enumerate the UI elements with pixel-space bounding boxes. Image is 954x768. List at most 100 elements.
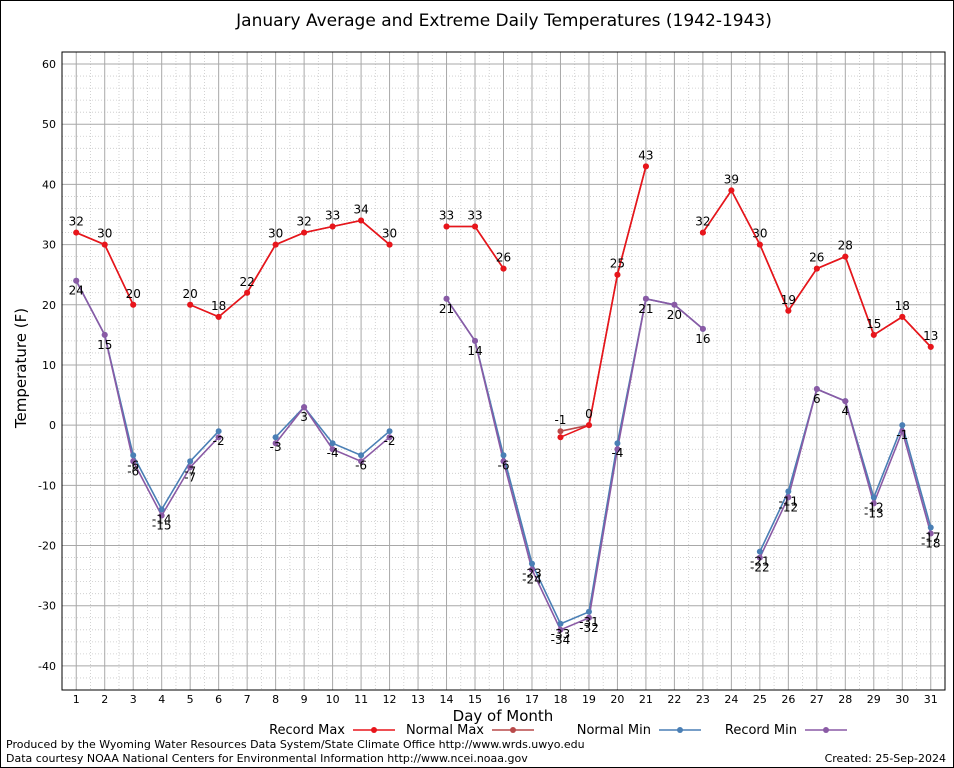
data-point — [557, 434, 564, 441]
min-data-label: -1 — [896, 428, 908, 442]
data-point — [813, 265, 820, 272]
data-point — [927, 530, 934, 537]
max-data-label: 30 — [382, 227, 397, 241]
data-point — [158, 512, 165, 519]
data-point — [187, 301, 194, 308]
data-point — [215, 434, 222, 441]
y-tick-label: 50 — [42, 118, 56, 131]
data-point — [272, 434, 279, 441]
data-point — [614, 271, 621, 278]
data-point — [500, 452, 507, 459]
data-point — [728, 187, 735, 194]
record-min-data-label: -22 — [750, 561, 770, 575]
data-point — [699, 229, 706, 236]
data-point — [756, 548, 763, 555]
data-point — [443, 295, 450, 302]
max-data-label: 33 — [439, 209, 454, 223]
series-line — [445, 297, 704, 625]
data-point — [785, 307, 792, 314]
max-data-label: 28 — [838, 239, 853, 253]
data-point — [130, 301, 137, 308]
min-data-label: 21 — [439, 302, 454, 316]
data-point — [927, 343, 934, 350]
y-tick-label: 0 — [49, 419, 56, 432]
data-point — [244, 289, 251, 296]
data-point — [130, 452, 137, 459]
legend-label: Normal Min — [577, 723, 651, 738]
data-point — [813, 386, 820, 393]
x-tick-label: 5 — [187, 693, 194, 706]
min-data-label: 4 — [841, 404, 849, 418]
x-tick-label: 17 — [525, 693, 539, 706]
data-point — [528, 560, 535, 567]
min-data-label: 15 — [97, 338, 112, 352]
data-point — [585, 422, 592, 429]
x-tick-label: 18 — [553, 693, 567, 706]
record-min-data-label: -18 — [921, 537, 941, 551]
max-data-label: 20 — [126, 287, 141, 301]
y-tick-label: -30 — [38, 600, 56, 613]
legend-label: Record Max — [269, 723, 345, 738]
x-tick-label: 6 — [215, 693, 222, 706]
data-point — [301, 229, 308, 236]
record-min-data-label: -24 — [522, 573, 542, 587]
data-point — [500, 265, 507, 272]
max-data-label: 32 — [69, 215, 84, 229]
max-data-label: 33 — [467, 209, 482, 223]
max-data-label: 18 — [211, 299, 226, 313]
max-data-label: 43 — [638, 148, 653, 162]
data-point — [187, 464, 194, 471]
data-point — [614, 440, 621, 447]
min-data-label: -3 — [270, 440, 282, 454]
legend-marker — [371, 727, 377, 733]
data-point — [557, 620, 564, 627]
max-data-label: 0 — [585, 407, 593, 421]
min-data-label: -7 — [184, 464, 196, 478]
y-tick-label: 20 — [42, 299, 56, 312]
data-point — [358, 452, 365, 459]
data-point — [329, 223, 336, 230]
max-data-label: 13 — [923, 329, 938, 343]
max-data-label: 26 — [496, 251, 511, 265]
record-min-data-label: -7 — [184, 470, 196, 484]
data-point — [472, 223, 479, 230]
y-tick-label: -10 — [38, 479, 56, 492]
record-min-data-label: -13 — [864, 506, 884, 520]
data-point — [386, 434, 393, 441]
x-tick-label: 8 — [272, 693, 279, 706]
data-point — [699, 325, 706, 332]
x-tick-label: 25 — [753, 693, 767, 706]
min-data-label: -33 — [551, 627, 571, 641]
data-point — [187, 458, 194, 465]
data-point — [899, 428, 906, 435]
x-tick-label: 13 — [411, 693, 425, 706]
x-tick-label: 9 — [301, 693, 308, 706]
data-point — [842, 253, 849, 260]
data-point — [215, 313, 222, 320]
series-line — [560, 166, 647, 438]
min-data-label: -2 — [213, 434, 225, 448]
data-point — [785, 494, 792, 501]
min-data-label: 24 — [69, 284, 84, 298]
data-point — [443, 223, 450, 230]
min-data-label: 21 — [638, 302, 653, 316]
record-min-data-label: -12 — [779, 500, 799, 514]
record-min-data-label: -34 — [551, 633, 571, 647]
max-data-label: 30 — [268, 227, 283, 241]
legend-marker — [677, 727, 683, 733]
data-point — [642, 295, 649, 302]
x-tick-label: 14 — [440, 693, 454, 706]
data-point — [870, 331, 877, 338]
record-min-data-label: -6 — [127, 464, 139, 478]
data-point — [557, 626, 564, 633]
x-tick-label: 28 — [838, 693, 852, 706]
max-data-label: 15 — [866, 317, 881, 331]
x-tick-label: 22 — [667, 693, 681, 706]
data-point — [585, 614, 592, 621]
data-point — [358, 458, 365, 465]
max-data-label: 19 — [781, 293, 796, 307]
data-point — [899, 313, 906, 320]
data-point — [927, 524, 934, 531]
min-data-label: -12 — [864, 500, 884, 514]
